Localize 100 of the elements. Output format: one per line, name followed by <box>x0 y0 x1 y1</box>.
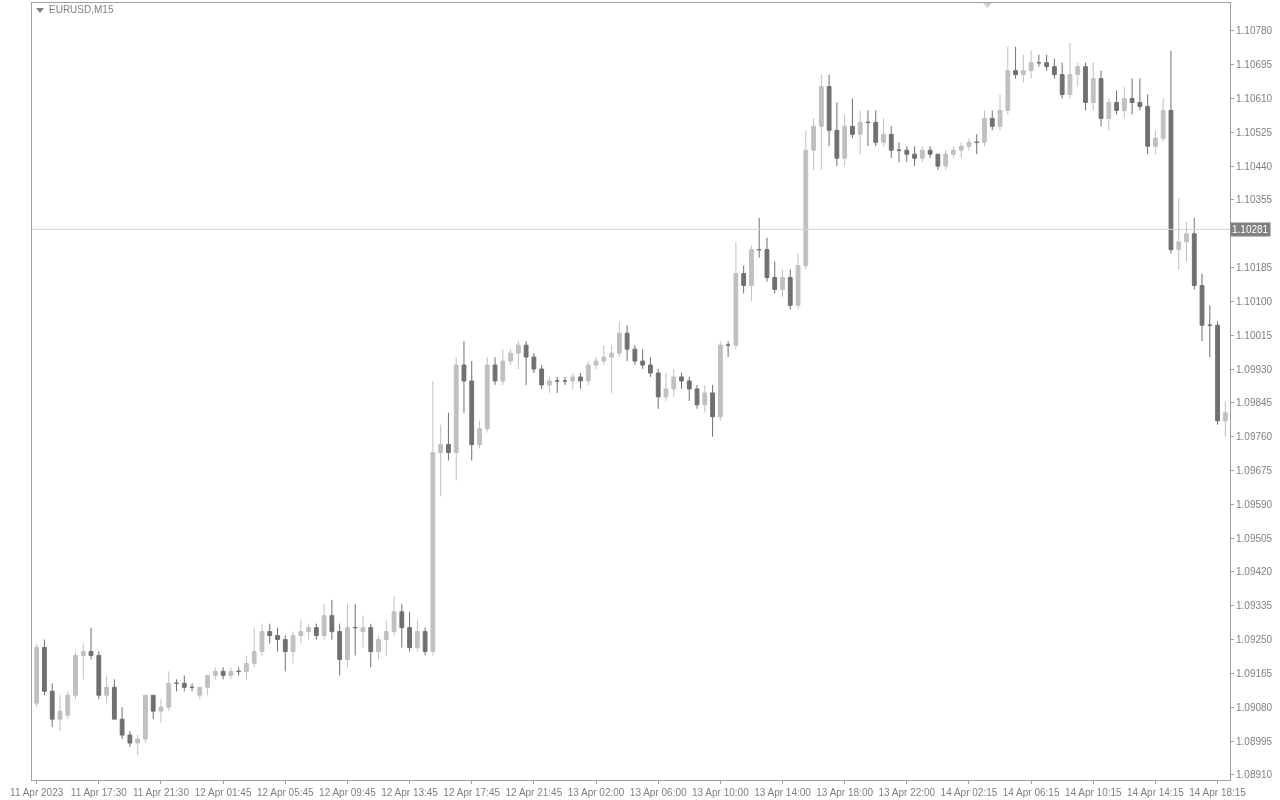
candlestick <box>267 623 273 645</box>
y-tick-label: 1.10780 <box>1236 25 1273 37</box>
candlestick <box>80 643 86 680</box>
candlestick <box>1114 90 1119 115</box>
candlestick <box>1129 78 1135 115</box>
candlestick <box>236 666 242 676</box>
candlestick <box>733 241 739 350</box>
candlestick <box>150 694 156 720</box>
y-tick-label: 1.09250 <box>1236 634 1273 646</box>
candlestick <box>321 603 327 641</box>
candlestick <box>515 340 521 370</box>
candlestick <box>1176 197 1182 271</box>
x-tick-label: 14 Apr 10:15 <box>1064 787 1123 798</box>
candlestick <box>857 109 863 155</box>
candlestick <box>632 344 638 366</box>
candlestick <box>818 74 824 171</box>
x-tick-label: 11 Apr 17:30 <box>70 787 128 798</box>
candlestick <box>166 670 172 712</box>
x-tick-label: 13 Apr 06:00 <box>629 787 687 798</box>
x-tick-label: 13 Apr 18:00 <box>816 787 874 798</box>
candlestick <box>1215 320 1220 426</box>
x-tick-label: 13 Apr 02:00 <box>567 787 625 798</box>
candlestick <box>927 145 933 159</box>
candlestick <box>1153 129 1158 155</box>
y-tick-label: 1.10185 <box>1236 262 1273 274</box>
x-tick-label: 12 Apr 05:45 <box>256 787 315 798</box>
candlestick <box>1059 62 1065 99</box>
candlestick <box>826 74 832 147</box>
candlestick <box>912 145 917 167</box>
candlestick <box>694 384 700 410</box>
candlestick <box>477 420 482 450</box>
candlestick <box>484 356 490 434</box>
candlestick <box>104 674 109 704</box>
x-tick-label: 14 Apr 18:15 <box>1189 787 1247 798</box>
candlestick <box>601 344 607 366</box>
y-tick-label: 1.09420 <box>1236 566 1273 578</box>
candlestick <box>251 627 257 668</box>
candlestick <box>578 372 583 390</box>
candlestick <box>1067 42 1073 99</box>
candlestick <box>189 682 195 692</box>
candlestick <box>547 376 552 394</box>
candlestick <box>174 678 179 692</box>
y-tick-label: 1.09760 <box>1236 431 1273 443</box>
candlestick <box>360 615 366 649</box>
candlestick <box>127 730 133 748</box>
candlestick <box>220 666 226 680</box>
candlestick <box>989 109 995 131</box>
y-tick-label: 1.09080 <box>1236 701 1273 713</box>
candlestick <box>414 619 420 652</box>
candlestick <box>438 424 444 497</box>
candlestick <box>42 639 47 696</box>
y-tick-label: 1.09505 <box>1236 532 1273 544</box>
candlestick <box>655 368 661 410</box>
candlestick <box>702 384 708 414</box>
candlestick <box>453 356 459 481</box>
x-tick-label: 12 Apr 21:45 <box>505 787 563 798</box>
candlestick <box>764 237 770 282</box>
candlestick <box>873 109 879 147</box>
candlestick <box>135 734 141 756</box>
candlestick <box>982 109 987 147</box>
candlestick <box>244 654 249 680</box>
candlestick <box>282 635 288 672</box>
candlestick <box>73 650 78 700</box>
candlestick <box>96 650 102 700</box>
y-tick-label: 1.08910 <box>1236 769 1273 781</box>
candlestick <box>686 376 692 402</box>
candlestick <box>531 352 537 374</box>
candlestick <box>1145 94 1151 155</box>
candlestick <box>313 623 319 641</box>
candlestick <box>997 94 1003 131</box>
candlestick <box>1075 62 1081 88</box>
y-tick-label: 1.09165 <box>1236 667 1273 679</box>
candlestick <box>259 623 265 656</box>
y-tick-label: 1.09335 <box>1236 600 1273 612</box>
chart-title: EURUSD,M15 <box>49 4 114 15</box>
candlestick <box>523 340 529 386</box>
candlestick <box>616 320 622 358</box>
candlestick <box>896 141 902 163</box>
x-tick-label: 11 Apr 21:30 <box>132 787 190 798</box>
y-tick-label: 1.09590 <box>1236 498 1273 510</box>
candlestick <box>1028 50 1034 80</box>
candlestick <box>376 635 381 660</box>
candlestick <box>181 674 187 692</box>
candlestick <box>1005 46 1011 115</box>
candlestick <box>1222 400 1228 438</box>
x-tick-label: 13 Apr 14:00 <box>754 787 812 798</box>
ref-line-label: 1.10281 <box>1232 224 1269 235</box>
candlestick <box>119 706 125 740</box>
candlestick <box>881 117 886 147</box>
candlestick <box>500 348 506 386</box>
candlestick <box>593 356 599 370</box>
candlestick <box>663 372 669 402</box>
candlestick <box>803 129 809 271</box>
candlestick <box>539 364 545 390</box>
candlestick <box>1121 86 1127 119</box>
candlestick <box>1052 58 1057 80</box>
candlestick <box>850 97 855 139</box>
candlestick <box>1036 54 1042 68</box>
candlestick <box>329 599 335 641</box>
candlestick <box>624 324 630 362</box>
